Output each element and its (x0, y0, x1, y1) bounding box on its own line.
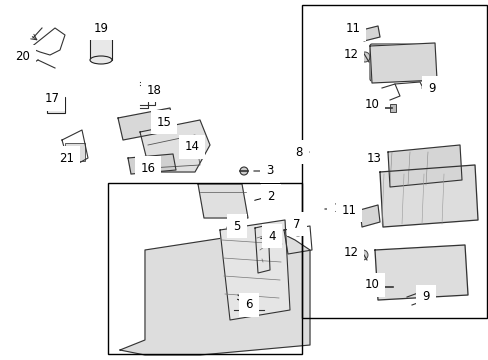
Text: 4: 4 (268, 230, 275, 243)
Polygon shape (387, 145, 461, 187)
Bar (90, 32, 112, 60)
Text: 10: 10 (364, 99, 379, 112)
Polygon shape (379, 165, 477, 227)
Bar (302, 5, 486, 318)
Text: 16: 16 (140, 162, 155, 175)
Ellipse shape (359, 52, 369, 62)
Polygon shape (198, 184, 247, 218)
Bar (50, 100, 62, 110)
Text: 9: 9 (421, 291, 429, 303)
Text: 2: 2 (267, 189, 274, 202)
Ellipse shape (240, 301, 256, 313)
Polygon shape (374, 245, 467, 300)
Text: 9: 9 (427, 81, 435, 94)
Polygon shape (220, 220, 289, 320)
Text: 3: 3 (266, 165, 273, 177)
Text: 12: 12 (343, 247, 358, 260)
Text: 18: 18 (146, 84, 161, 96)
Polygon shape (118, 108, 175, 140)
Polygon shape (361, 26, 379, 41)
Bar (65, 143, 85, 161)
Text: 21: 21 (60, 152, 74, 165)
Ellipse shape (240, 167, 247, 175)
Text: 12: 12 (343, 49, 358, 62)
Text: 1: 1 (332, 202, 340, 216)
Polygon shape (128, 154, 176, 174)
Ellipse shape (226, 225, 232, 231)
Text: 11: 11 (341, 203, 356, 216)
Text: 15: 15 (156, 116, 171, 129)
Ellipse shape (292, 226, 303, 236)
Text: 7: 7 (293, 217, 300, 230)
Polygon shape (369, 43, 436, 83)
Text: 5: 5 (233, 220, 240, 233)
Text: 8: 8 (295, 145, 302, 158)
Text: 17: 17 (44, 93, 60, 105)
Text: 10: 10 (364, 279, 379, 292)
Text: 19: 19 (93, 22, 108, 35)
Polygon shape (359, 205, 379, 227)
Text: 14: 14 (184, 140, 199, 153)
FancyBboxPatch shape (369, 44, 433, 81)
Text: 13: 13 (366, 152, 381, 165)
Ellipse shape (90, 56, 112, 64)
Bar (389, 104, 395, 112)
Bar (47, 97, 65, 113)
Bar (390, 283, 396, 291)
Text: 6: 6 (245, 298, 252, 311)
Polygon shape (120, 230, 309, 355)
Polygon shape (140, 120, 209, 172)
Ellipse shape (90, 28, 112, 36)
Text: 11: 11 (345, 22, 360, 36)
Bar (108, 183, 302, 354)
Text: 20: 20 (16, 50, 30, 63)
Ellipse shape (357, 250, 367, 260)
